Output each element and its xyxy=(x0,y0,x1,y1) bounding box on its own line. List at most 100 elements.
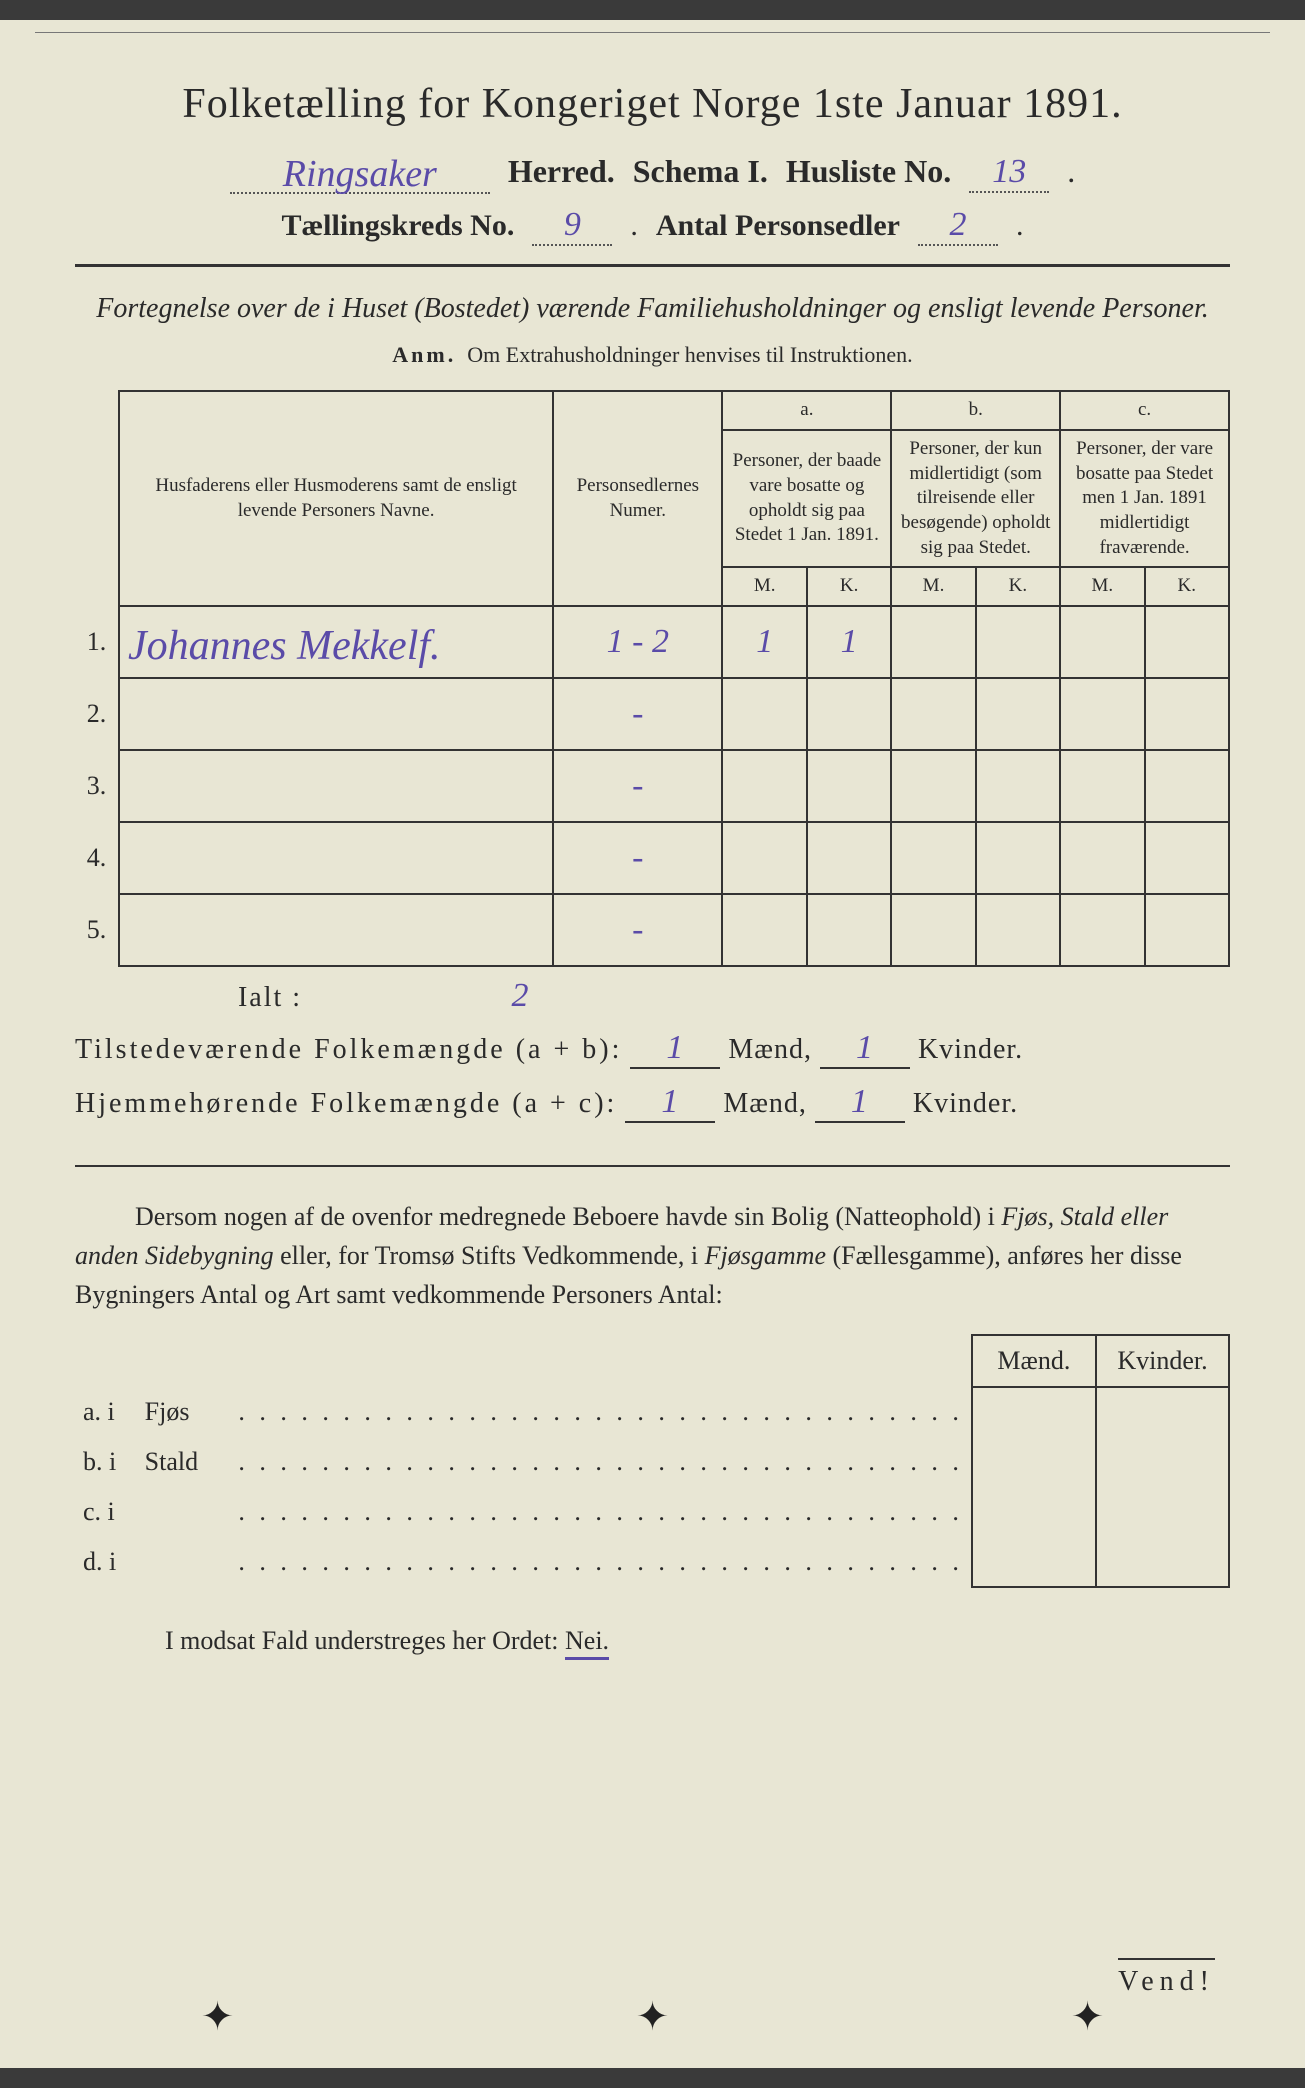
b-k-cell xyxy=(976,750,1060,822)
col-c-k: K. xyxy=(1145,567,1229,606)
table-row: 4. - xyxy=(75,822,1229,894)
row-number: 1. xyxy=(75,606,119,678)
table-row: 5. - xyxy=(75,894,1229,966)
household-table: Husfaderens eller Husmoderens samt de en… xyxy=(75,390,1230,967)
schema-label: Schema I. xyxy=(633,153,768,190)
nei-word: Nei. xyxy=(565,1626,609,1660)
modsat-line: I modsat Fald understreges her Ordet: Ne… xyxy=(75,1626,1230,1656)
divider-2 xyxy=(75,1165,1230,1167)
col-b-head: b. xyxy=(891,391,1060,430)
mk-m-cell xyxy=(972,1537,1096,1587)
herred-label: Herred. xyxy=(508,153,615,190)
col-numer: Personsedlernes Numer. xyxy=(553,391,722,606)
mk-k-cell xyxy=(1096,1437,1229,1487)
row-number: 3. xyxy=(75,750,119,822)
building-row: a. i Fjøs . . . . . . . . . . . . . . . … xyxy=(75,1387,1229,1437)
b-k-cell xyxy=(976,822,1060,894)
ialt-row: Ialt : 2 xyxy=(75,977,1230,1015)
c-k-cell xyxy=(1145,822,1229,894)
building-table: Mænd. Kvinder. a. i Fjøs . . . . . . . .… xyxy=(75,1334,1230,1588)
punch-icon: ✦ xyxy=(636,1993,670,2040)
mk-k-cell xyxy=(1096,1537,1229,1587)
numer-cell: - xyxy=(553,750,722,822)
mk-kvinder-head: Kvinder. xyxy=(1096,1335,1229,1387)
a-m-cell xyxy=(722,894,806,966)
a-k-cell xyxy=(807,750,891,822)
col-c-m: M. xyxy=(1060,567,1144,606)
page-title: Folketælling for Kongeriget Norge 1ste J… xyxy=(75,80,1230,128)
table-row: 1. Johannes Mekkelf. 1 - 2 1 1 xyxy=(75,606,1229,678)
numer-cell: 1 - 2 xyxy=(553,606,722,678)
summary-line-2: Hjemmehørende Folkemængde (a + c): 1 Mæn… xyxy=(75,1083,1230,1123)
a-k-cell: 1 xyxy=(807,606,891,678)
c-k-cell xyxy=(1145,678,1229,750)
husliste-label: Husliste No. xyxy=(786,153,951,190)
mk-m-cell xyxy=(972,1437,1096,1487)
row-number: 5. xyxy=(75,894,119,966)
ialt-label: Ialt : xyxy=(75,982,465,1014)
c-m-cell xyxy=(1060,822,1144,894)
mk-label: b. i xyxy=(75,1437,137,1487)
mk-dots: . . . . . . . . . . . . . . . . . . . . … xyxy=(230,1387,972,1437)
punch-marks: ✦ ✦ ✦ xyxy=(0,1993,1305,2040)
name-cell: Johannes Mekkelf. xyxy=(119,606,553,678)
mk-k-cell xyxy=(1096,1487,1229,1537)
mk-m-cell xyxy=(972,1487,1096,1537)
c-m-cell xyxy=(1060,678,1144,750)
b-k-cell xyxy=(976,894,1060,966)
a-m-cell xyxy=(722,678,806,750)
building-row: b. i Stald . . . . . . . . . . . . . . .… xyxy=(75,1437,1229,1487)
tilstede-m: 1 xyxy=(630,1029,720,1069)
b-k-cell xyxy=(976,678,1060,750)
mk-building: Fjøs xyxy=(137,1387,231,1437)
husliste-field: 13 xyxy=(969,153,1049,193)
mk-m-cell xyxy=(972,1387,1096,1437)
building-row: c. i . . . . . . . . . . . . . . . . . .… xyxy=(75,1487,1229,1537)
divider-1 xyxy=(75,264,1230,267)
col-b-text: Personer, der kun midlertidigt (som tilr… xyxy=(891,430,1060,567)
header-row-1: Ringsaker Herred. Schema I. Husliste No.… xyxy=(75,148,1230,194)
mk-label: d. i xyxy=(75,1537,137,1587)
name-cell xyxy=(119,894,553,966)
col-b-m: M. xyxy=(891,567,975,606)
c-k-cell xyxy=(1145,750,1229,822)
name-cell xyxy=(119,822,553,894)
b-m-cell xyxy=(891,750,975,822)
a-m-cell: 1 xyxy=(722,606,806,678)
b-m-cell xyxy=(891,822,975,894)
numer-cell: - xyxy=(553,822,722,894)
numer-cell: - xyxy=(553,678,722,750)
numer-cell: - xyxy=(553,894,722,966)
table-row: 3. - xyxy=(75,750,1229,822)
anm-label: Anm. xyxy=(392,342,456,367)
c-k-cell xyxy=(1145,606,1229,678)
mk-dots: . . . . . . . . . . . . . . . . . . . . … xyxy=(230,1437,972,1487)
top-rule xyxy=(35,32,1270,33)
col-names: Husfaderens eller Husmoderens samt de en… xyxy=(119,391,553,606)
mk-building xyxy=(137,1537,231,1587)
col-b-k: K. xyxy=(976,567,1060,606)
a-m-cell xyxy=(722,750,806,822)
mk-maend-head: Mænd. xyxy=(972,1335,1096,1387)
herred-field: Ringsaker xyxy=(230,148,490,194)
b-m-cell xyxy=(891,606,975,678)
name-cell xyxy=(119,678,553,750)
col-c-head: c. xyxy=(1060,391,1229,430)
c-m-cell xyxy=(1060,894,1144,966)
col-a-m: M. xyxy=(722,567,806,606)
a-k-cell xyxy=(807,894,891,966)
mk-building: Stald xyxy=(137,1437,231,1487)
antal-label: Antal Personsedler xyxy=(656,209,900,243)
summary-line-1: Tilstedeværende Folkemængde (a + b): 1 M… xyxy=(75,1029,1230,1069)
col-a-head: a. xyxy=(722,391,891,430)
anm-text: Om Extrahusholdninger henvises til Instr… xyxy=(467,342,912,367)
a-k-cell xyxy=(807,822,891,894)
anm-line: Anm. Om Extrahusholdninger henvises til … xyxy=(75,342,1230,368)
row-number: 4. xyxy=(75,822,119,894)
building-paragraph: Dersom nogen af de ovenfor medregnede Be… xyxy=(75,1197,1230,1314)
c-m-cell xyxy=(1060,750,1144,822)
vend-label: Vend! xyxy=(1118,1958,1215,1998)
table-row: 2. - xyxy=(75,678,1229,750)
mk-k-cell xyxy=(1096,1387,1229,1437)
ialt-value: 2 xyxy=(465,977,575,1015)
